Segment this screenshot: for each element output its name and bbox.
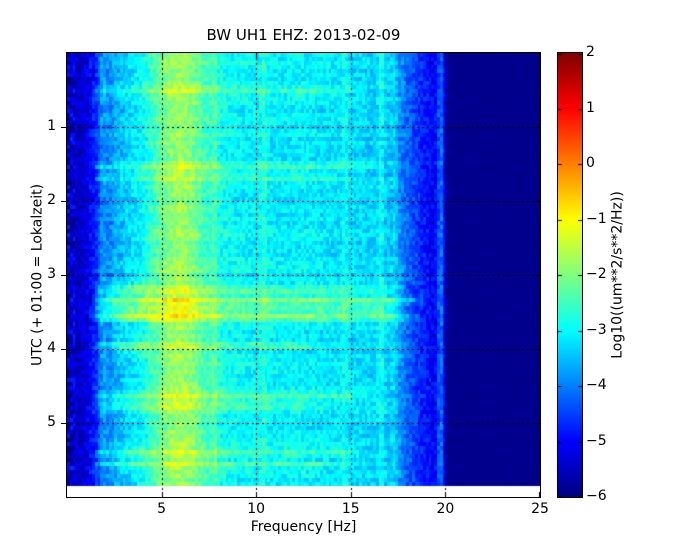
y-tick-mark — [61, 127, 66, 128]
colorbar-tick-label: −5 — [586, 432, 607, 449]
x-tick-label: 20 — [436, 501, 455, 517]
y-axis-label: UTC (+ 01:00 = Lokalzeit) — [29, 183, 46, 367]
chart-title: BW UH1 EHZ: 2013-02-09 — [206, 26, 401, 44]
colorbar — [557, 52, 583, 498]
spectrogram-canvas — [67, 53, 540, 497]
plot-area — [66, 52, 541, 498]
colorbar-tick-label: 0 — [586, 155, 595, 171]
colorbar-label: Log10((um**2/s**2/Hz)) — [609, 191, 626, 359]
y-tick-mark — [61, 201, 66, 202]
y-tick-mark — [61, 423, 66, 424]
x-tick-label: 5 — [157, 501, 167, 517]
y-tick-mark — [61, 349, 66, 350]
colorbar-tick-label: 2 — [586, 44, 595, 60]
y-tick-label: 2 — [47, 192, 56, 208]
colorbar-tick-label: −1 — [586, 210, 607, 227]
y-tick-label: 5 — [47, 414, 56, 430]
colorbar-tick-label: −6 — [586, 488, 607, 504]
colorbar-tick-label: −4 — [586, 377, 607, 393]
colorbar-tick-label: −3 — [586, 321, 607, 338]
y-tick-label: 1 — [47, 118, 56, 134]
y-tick-mark — [61, 275, 66, 276]
y-tick-label: 4 — [47, 340, 56, 356]
x-tick-label: 15 — [341, 501, 360, 517]
colorbar-tick-label: 1 — [586, 99, 595, 116]
x-tick-label: 25 — [531, 501, 549, 517]
colorbar-tick-label: −2 — [586, 266, 607, 282]
x-axis-label: Frequency [Hz] — [250, 519, 357, 535]
colorbar-canvas — [558, 53, 582, 497]
x-tick-label: 10 — [247, 501, 266, 517]
y-tick-label: 3 — [47, 266, 56, 282]
